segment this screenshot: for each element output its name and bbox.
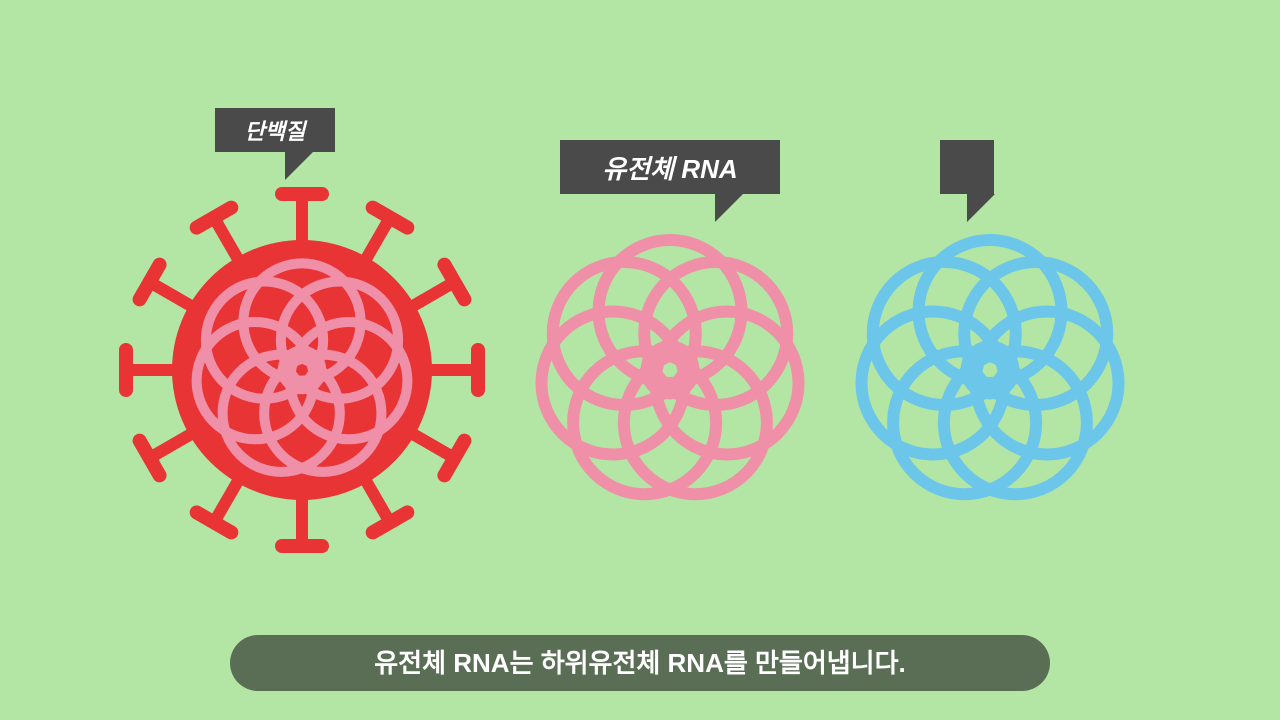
diagram-canvas: 단백질 유전체 RNA 유전체 RNA는 하위유전체 RNA를 만들어냅니다. — [0, 0, 1280, 720]
protein-label: 단백질 — [215, 108, 335, 152]
protein-label-text: 단백질 — [245, 114, 306, 146]
empty-label-pointer — [967, 194, 995, 222]
genomic-rna-label-pointer — [715, 194, 743, 222]
genomic-rna-label-text: 유전체 RNA — [602, 149, 737, 186]
genomic-rna-rosette — [526, 226, 814, 514]
virus-particle — [112, 180, 492, 560]
caption-bar: 유전체 RNA는 하위유전체 RNA를 만들어냅니다. — [230, 635, 1050, 691]
protein-label-pointer — [285, 152, 313, 180]
genomic-rna-label: 유전체 RNA — [560, 140, 780, 194]
subgenomic-rna-rosette — [846, 226, 1134, 514]
caption-text: 유전체 RNA는 하위유전체 RNA를 만들어냅니다. — [374, 648, 906, 678]
empty-label — [940, 140, 994, 194]
